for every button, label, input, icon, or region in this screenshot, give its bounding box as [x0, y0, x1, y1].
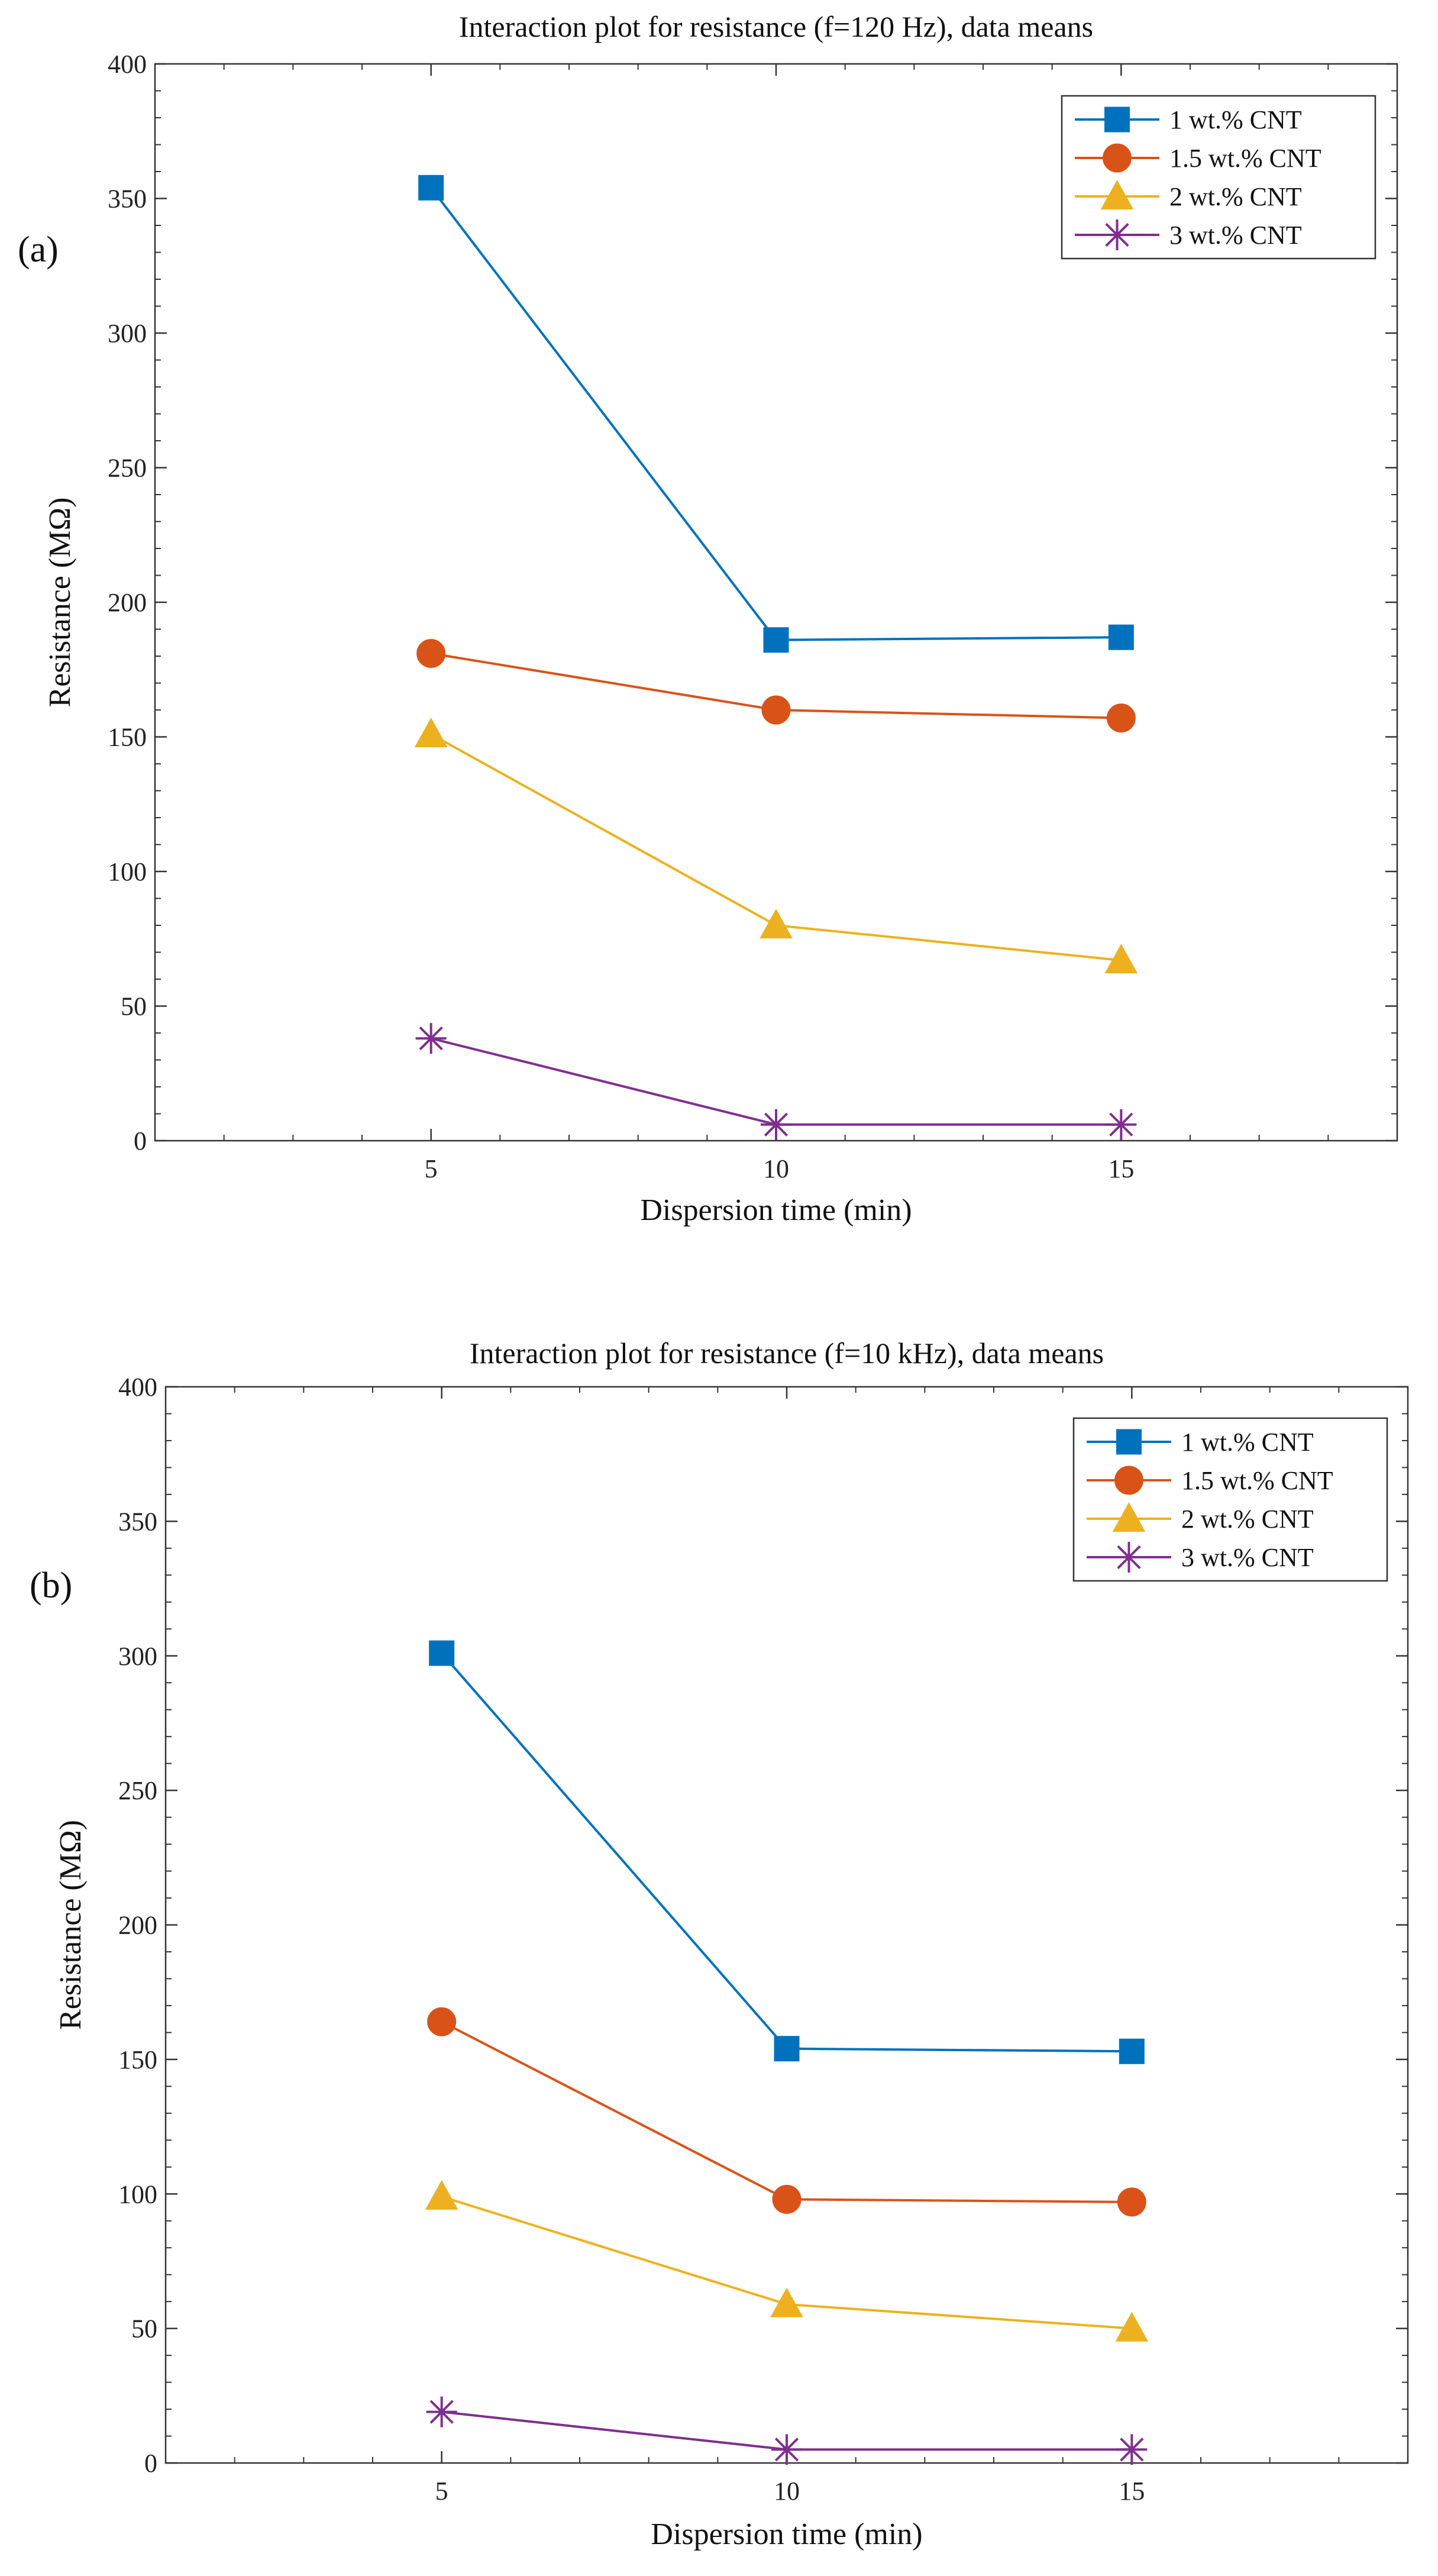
data-point — [1104, 944, 1138, 974]
data-point — [774, 2036, 800, 2062]
series-1-5-wt-cnt — [416, 638, 1136, 733]
legend-label: 1 wt.% CNT — [1181, 1428, 1314, 1457]
data-point — [771, 2434, 802, 2465]
series-1-5-wt-cnt — [427, 2007, 1146, 2217]
series-line — [430, 187, 1122, 641]
y-tick-label: 100 — [118, 2180, 157, 2209]
data-point — [416, 638, 446, 668]
legend-marker — [1114, 1465, 1143, 1495]
chart-title: Interaction plot for resistance (f=10 kH… — [470, 1337, 1104, 1370]
legend: 1 wt.% CNT 1.5 wt.% CNT 2 wt.% CNT 3 wt.% C… — [1061, 95, 1376, 260]
legend-label: 1.5 wt.% CNT — [1169, 144, 1321, 173]
data-point — [763, 627, 789, 653]
legend-label: 3 wt.% CNT — [1169, 221, 1302, 250]
y-tick-label: 400 — [118, 1373, 157, 1402]
chart-panel-a: 0 50 100 150 200 250 300 350 400 5 10 15 Interaction… — [18, 10, 1398, 1227]
data-point — [1116, 2434, 1148, 2465]
series-2-wt-cnt — [414, 717, 1138, 974]
panel-label: (b) — [30, 1565, 72, 1606]
series-3-wt-cnt — [415, 1023, 1137, 1140]
series-3-wt-cnt — [426, 2396, 1148, 2465]
data-point — [425, 2180, 458, 2210]
legend-marker — [1101, 219, 1133, 250]
data-point — [418, 175, 444, 201]
y-axis-label: Resistance (MΩ) — [43, 498, 77, 708]
y-tick-label: 50 — [131, 2314, 157, 2343]
chart-panel-b: 0 50 100 150 200 250 300 350 400 5 10 15 Interaction… — [30, 1337, 1409, 2551]
y-tick-label: 200 — [108, 588, 147, 617]
series-2-wt-cnt — [425, 2180, 1149, 2342]
data-point — [1106, 1109, 1137, 1140]
data-point — [1117, 2187, 1146, 2217]
y-axis-label: Resistance (MΩ) — [54, 1820, 88, 2030]
x-tick-label: 10 — [774, 2477, 800, 2506]
data-point — [760, 908, 793, 939]
legend: 1 wt.% CNT 1.5 wt.% CNT 2 wt.% CNT 3 wt.% C… — [1072, 1417, 1388, 1582]
x-tick-label: 5 — [435, 2477, 448, 2506]
legend-label: 1.5 wt.% CNT — [1181, 1466, 1333, 1495]
y-tick-label: 50 — [121, 992, 147, 1021]
legend-label: 1 wt.% CNT — [1169, 105, 1302, 134]
x-tick-label: 5 — [425, 1154, 438, 1183]
legend-label: 2 wt.% CNT — [1169, 182, 1302, 211]
data-point — [761, 1109, 791, 1140]
legend-marker — [1112, 1502, 1146, 1532]
y-tick-label: 150 — [108, 723, 147, 752]
legend-label: 3 wt.% CNT — [1181, 1543, 1314, 1572]
chart-title: Interaction plot for resistance (f=120 H… — [459, 10, 1093, 43]
x-axis-label: Dispersion time (min) — [640, 1193, 912, 1227]
y-tick-label: 100 — [108, 857, 147, 886]
data-point — [761, 695, 791, 725]
y-tick-label: 0 — [144, 2449, 157, 2478]
y-tick-label: 250 — [108, 454, 147, 483]
y-tick-label: 350 — [118, 1507, 157, 1536]
y-tick-label: 300 — [108, 319, 147, 348]
series-line — [441, 1652, 1132, 2053]
data-point — [1106, 703, 1136, 733]
y-tick-label: 400 — [108, 50, 147, 79]
legend-label: 2 wt.% CNT — [1181, 1505, 1314, 1534]
data-point — [772, 2184, 802, 2214]
legend-marker — [1113, 1542, 1145, 1573]
legend-marker — [1100, 179, 1134, 210]
x-axis-label: Dispersion time (min) — [651, 2517, 922, 2551]
data-point — [1115, 2312, 1149, 2342]
y-tick-label: 150 — [118, 2045, 157, 2074]
data-point — [770, 2287, 803, 2317]
data-point — [1108, 624, 1134, 650]
panel-label: (a) — [18, 230, 59, 270]
y-tick-label: 300 — [118, 1642, 157, 1671]
y-tick-label: 200 — [118, 1911, 157, 1940]
data-point — [1119, 2038, 1145, 2064]
legend-marker — [1116, 1429, 1142, 1455]
data-point — [429, 1640, 455, 1666]
y-tick-label: 350 — [108, 185, 147, 214]
x-tick-label: 15 — [1108, 1154, 1134, 1183]
x-tick-label: 15 — [1119, 2477, 1145, 2506]
y-tick-label: 250 — [118, 1776, 157, 1805]
data-point — [427, 2007, 457, 2036]
data-point — [426, 2396, 457, 2427]
series-1-wt-cnt — [418, 175, 1134, 653]
x-tick-label: 10 — [763, 1154, 789, 1183]
y-tick-label: 0 — [134, 1126, 147, 1155]
legend-marker — [1104, 106, 1130, 133]
data-point — [415, 1023, 447, 1054]
series-1-wt-cnt — [429, 1640, 1145, 2064]
data-point — [414, 717, 448, 748]
legend-marker — [1103, 143, 1132, 173]
